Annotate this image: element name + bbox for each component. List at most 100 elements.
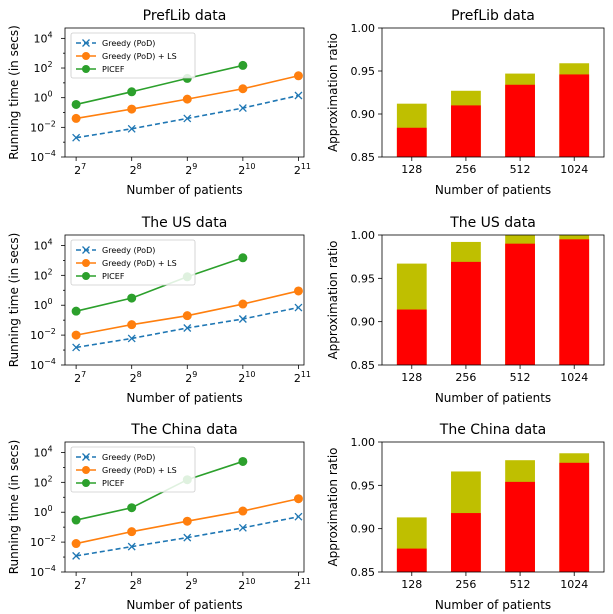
data-point (71, 539, 81, 549)
y-axis-label: Approximation ratio (326, 240, 340, 359)
data-point (72, 343, 81, 352)
x-tick-label: 1024 (560, 578, 588, 591)
x-tick-label: 1024 (560, 371, 588, 384)
data-point (183, 324, 192, 332)
x-tick-label: 128 (401, 163, 422, 176)
legend-label: Greedy (PoD) (102, 453, 155, 462)
data-point (127, 124, 136, 133)
x-tick-label: 256 (455, 578, 476, 591)
data-point (293, 494, 303, 504)
x-axis-label: Number of patients (126, 391, 242, 405)
data-point (127, 334, 136, 343)
x-tick-label: 512 (510, 578, 531, 591)
y-tick-label: 10−4 (30, 564, 56, 579)
y-tick-label: 104 (33, 30, 52, 45)
y-tick-label: 10−2 (30, 327, 56, 342)
data-point (238, 456, 248, 466)
y-tick-label: 104 (33, 444, 52, 459)
data-point (71, 306, 81, 316)
chart-1: PrefLib data Number of patients Running ti… (7, 8, 311, 197)
chart-title: The US data (449, 215, 536, 231)
data-point (293, 286, 303, 296)
y-tick-label: 1.00 (351, 22, 376, 35)
x-tick-label: 29 (185, 577, 197, 592)
y-tick-label: 0.90 (351, 108, 376, 121)
bar (396, 548, 427, 572)
legend-label: Greedy (PoD) (102, 246, 155, 255)
data-point (127, 293, 137, 303)
legend-marker (82, 479, 90, 487)
bar (559, 239, 590, 365)
x-tick-label: 28 (130, 162, 142, 177)
x-tick-label: 28 (130, 577, 142, 592)
y-tick-label: 10−2 (30, 119, 56, 134)
data-point (238, 104, 247, 113)
plot-frame (381, 234, 605, 366)
legend-label: Greedy (PoD) + LS (102, 466, 177, 475)
data-point (127, 87, 137, 97)
y-tick-label: 102 (33, 267, 52, 282)
data-point (72, 133, 81, 142)
y-tick-label: 100 (33, 90, 52, 105)
y-tick-label: 1.00 (351, 229, 376, 242)
y-axis-label: Running time (in secs) (7, 25, 21, 160)
plot-frame (381, 441, 605, 573)
y-tick-label: 0.95 (351, 65, 376, 78)
chart-2: PrefLib data Number of patients Approximat… (326, 8, 605, 197)
legend-marker (82, 272, 90, 280)
data-point (238, 506, 248, 516)
x-tick-label: 1024 (560, 163, 588, 176)
legend-label: Greedy (PoD) (102, 39, 155, 48)
legend-marker (82, 52, 90, 60)
bar (559, 74, 590, 157)
data-point (182, 94, 192, 104)
bar (396, 309, 427, 365)
legend-label: PICEF (102, 479, 125, 488)
y-tick-label: 0.90 (351, 316, 376, 329)
x-tick-label: 512 (510, 371, 531, 384)
x-tick-label: 211 (294, 162, 311, 177)
x-tick-label: 512 (510, 163, 531, 176)
x-axis-label: Number of patients (126, 183, 242, 197)
bar (559, 462, 590, 572)
data-point (183, 114, 192, 123)
x-tick-label: 27 (74, 370, 86, 385)
x-axis-label: Number of patients (126, 598, 242, 612)
y-axis-label: Running time (in secs) (7, 233, 21, 368)
data-point (238, 84, 248, 94)
chart-title: The China data (439, 422, 546, 438)
y-tick-label: 102 (33, 474, 52, 489)
chart-3: The US data Number of patients Running tim… (7, 215, 311, 405)
data-point (238, 253, 248, 263)
legend-marker (82, 65, 90, 73)
data-point (294, 512, 303, 521)
bar (451, 261, 481, 365)
x-axis-label: Number of patients (435, 598, 551, 612)
data-point (183, 533, 192, 542)
data-point (71, 99, 81, 109)
data-point (72, 551, 81, 560)
data-point (127, 320, 137, 330)
x-tick-label: 256 (455, 163, 476, 176)
y-tick-label: 0.85 (351, 359, 376, 372)
bar (505, 481, 535, 572)
legend-marker (82, 246, 90, 254)
data-point (238, 299, 248, 309)
y-tick-label: 100 (33, 504, 52, 519)
bar (396, 127, 427, 157)
data-point (127, 527, 137, 537)
y-tick-label: 0.85 (351, 151, 376, 164)
legend-marker (82, 466, 90, 474)
legend-marker (82, 39, 90, 47)
legend-marker (82, 453, 90, 461)
series-line-3 (75, 257, 244, 312)
data-point (71, 330, 81, 340)
data-point (238, 523, 247, 532)
legend-label: Greedy (PoD) + LS (102, 52, 177, 61)
x-tick-label: 210 (238, 162, 255, 177)
data-point (294, 91, 303, 100)
series-line-3 (75, 460, 244, 521)
x-tick-label: 27 (74, 577, 86, 592)
x-tick-label: 256 (455, 371, 476, 384)
